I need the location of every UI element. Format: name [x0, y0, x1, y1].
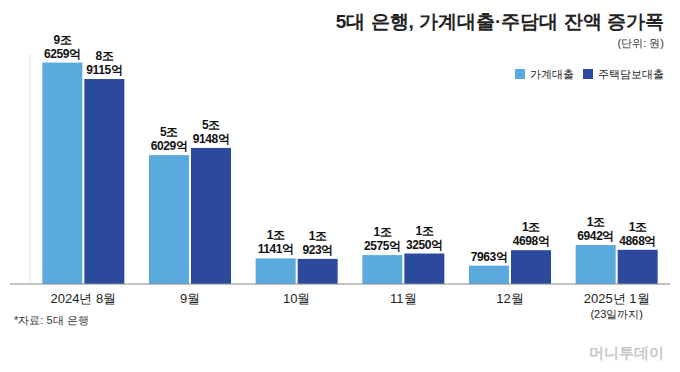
data-label: 1조4868억	[619, 220, 656, 248]
data-label-line: 1조	[629, 220, 647, 234]
x-tick-label: 11월	[390, 291, 417, 306]
data-label: 1조6942억	[577, 215, 614, 243]
data-label: 1조3250억	[406, 224, 443, 252]
y-axis-line	[30, 54, 31, 284]
data-label: 5조9148억	[193, 118, 230, 146]
data-label-line: 9조	[53, 33, 71, 47]
x-tick-label: 12월	[496, 291, 523, 306]
x-tick-label: 2024년 8월	[50, 291, 116, 306]
annotation: (23일까지)	[590, 308, 643, 320]
data-label: 1조1141억	[258, 228, 294, 256]
bar	[149, 155, 189, 284]
x-tick-label: 10월	[283, 291, 310, 306]
data-label-line: 1조	[373, 225, 391, 239]
data-label-line: 1조	[522, 220, 540, 234]
data-label-line: 4868억	[619, 234, 656, 248]
credit: 머니투데이	[589, 344, 664, 361]
bar	[511, 250, 551, 284]
bar	[298, 259, 338, 284]
source: *자료: 5대 은행	[14, 314, 89, 326]
data-label-line: 1141억	[258, 242, 294, 256]
bars	[42, 63, 657, 284]
chart-svg: 5대 은행, 가계대출·주담대 잔액 증가폭 (단위: 원) 주택담보대출 가계대출 9…	[0, 0, 680, 372]
data-label-line: 6942억	[577, 229, 614, 243]
data-label: 5조6029억	[151, 125, 188, 153]
data-label-line: 1조	[309, 229, 327, 243]
x-tick-label: 2025년 1월	[584, 291, 650, 306]
data-label: 7963억	[471, 250, 508, 264]
bar	[576, 245, 616, 284]
data-labels: 9조6259억8조9115억5조6029억5조9148억1조1141억1조923…	[44, 33, 656, 264]
subtitle: (단위: 원)	[618, 37, 664, 49]
legend-label: 가계대출	[530, 68, 574, 80]
bar	[469, 266, 509, 284]
background	[0, 0, 680, 372]
data-label: 1조2575억	[364, 225, 401, 253]
data-label-line: 9148억	[193, 132, 230, 146]
title: 5대 은행, 가계대출·주담대 잔액 증가폭	[336, 11, 664, 32]
bar	[256, 258, 296, 284]
data-label-line: 2575억	[364, 239, 401, 253]
data-label-line: 5조	[160, 125, 178, 139]
legend-swatch	[515, 69, 525, 79]
data-label-line: 1조	[415, 224, 433, 238]
bar	[618, 250, 658, 284]
legend: 주택담보대출 가계대출	[515, 68, 664, 80]
data-label-line: 1조	[267, 228, 285, 242]
bar	[191, 148, 231, 284]
legend-label: 주택담보대출	[598, 68, 664, 80]
data-label-line: 9115억	[86, 63, 122, 77]
bar	[404, 254, 444, 284]
x-tick-label: 9월	[180, 291, 200, 306]
x-axis-line	[10, 284, 670, 285]
data-label: 1조4698억	[513, 220, 550, 248]
data-label-line: 6029억	[151, 139, 188, 153]
data-label-line: 1조	[587, 215, 605, 229]
data-label-line: 4698억	[513, 234, 550, 248]
data-label-line: 3250억	[406, 238, 443, 252]
data-label-line: 5조	[202, 118, 220, 132]
bar	[42, 63, 82, 284]
data-label: 9조6259억	[44, 33, 81, 61]
data-label-line: 6259억	[44, 47, 81, 61]
data-label: 1조923억	[302, 229, 332, 257]
data-label-line: 8조	[95, 49, 113, 63]
data-label-line: 7963억	[471, 250, 508, 264]
data-label-line: 923억	[302, 243, 332, 257]
chart-container: 5대 은행, 가계대출·주담대 잔액 증가폭 (단위: 원) 주택담보대출 가계대출 9…	[0, 0, 680, 372]
data-label: 8조9115억	[86, 49, 122, 77]
legend-swatch	[583, 69, 593, 79]
bar	[84, 79, 124, 284]
bar	[362, 255, 402, 284]
